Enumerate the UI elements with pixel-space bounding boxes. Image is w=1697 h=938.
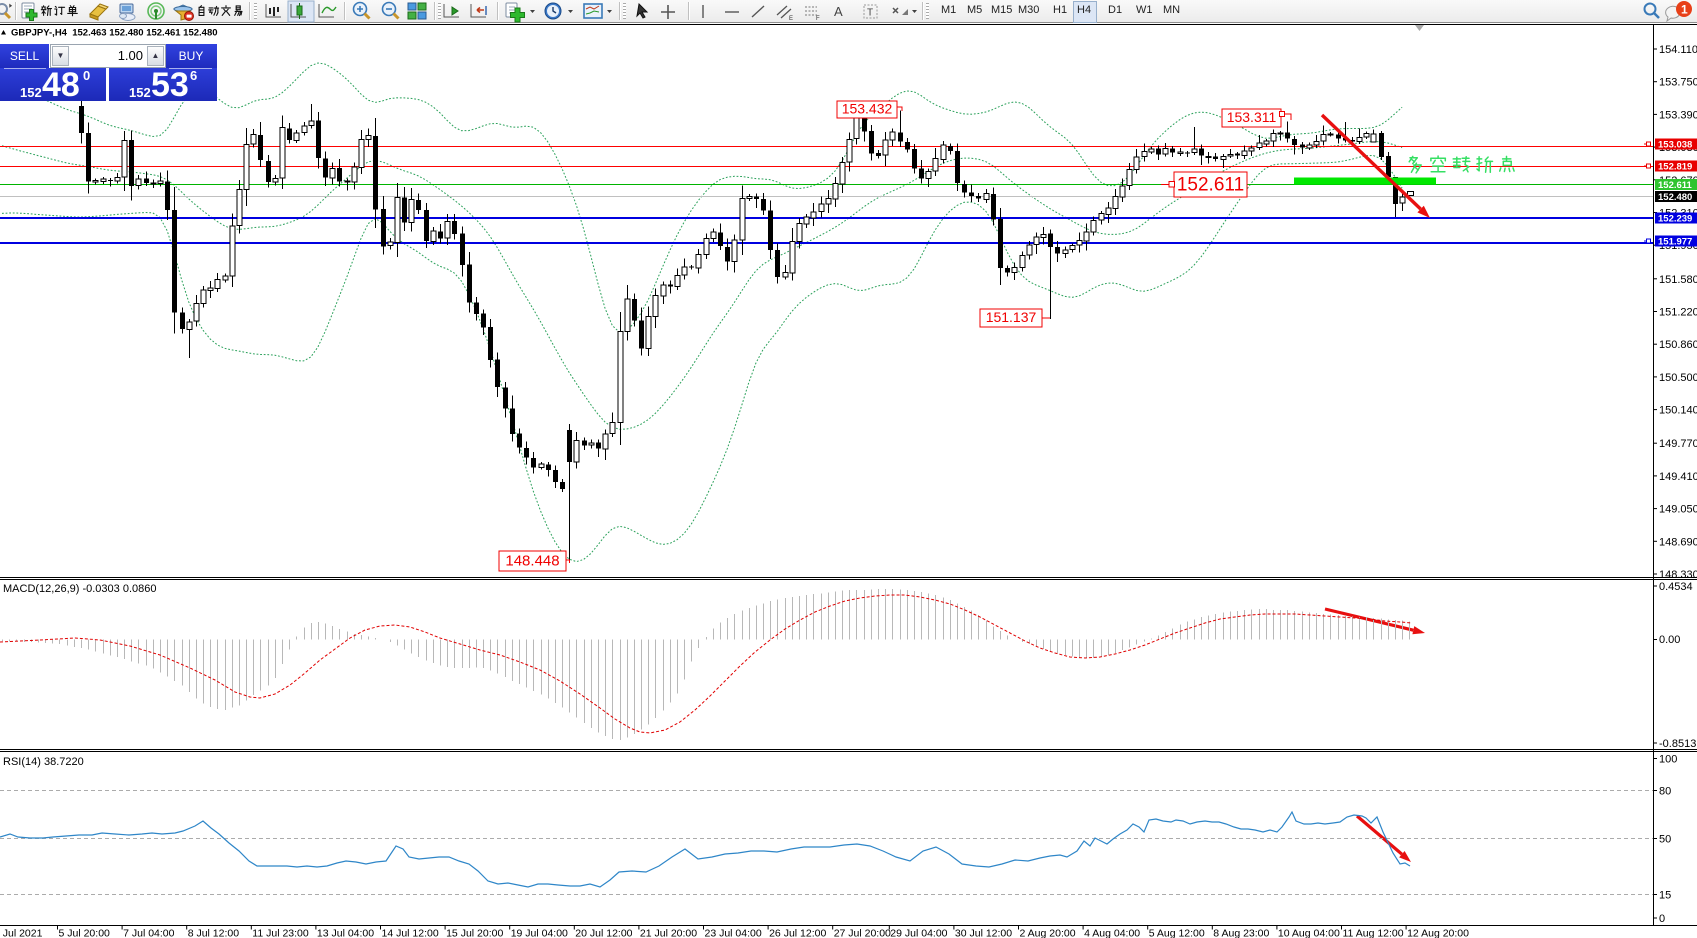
svg-text:8 Jul 12:00: 8 Jul 12:00	[188, 928, 240, 938]
svg-text:150.860: 150.860	[1659, 339, 1697, 351]
svg-text:0.00: 0.00	[1659, 634, 1680, 646]
svg-text:29 Jul 04:00: 29 Jul 04:00	[890, 928, 947, 938]
svg-text:151.137: 151.137	[986, 309, 1037, 325]
svg-text:RSI(14) 38.7220: RSI(14) 38.7220	[3, 756, 84, 768]
svg-text:-0.8513: -0.8513	[1659, 738, 1696, 750]
svg-text:149.050: 149.050	[1659, 504, 1697, 516]
svg-text:152.819: 152.819	[1658, 162, 1692, 173]
svg-text:153.311: 153.311	[1227, 109, 1277, 125]
svg-text:152.480: 152.480	[1658, 192, 1692, 203]
svg-text:26 Jul 12:00: 26 Jul 12:00	[769, 928, 826, 938]
svg-text:15 Jul 20:00: 15 Jul 20:00	[446, 928, 503, 938]
svg-text:5 Jul 20:00: 5 Jul 20:00	[59, 928, 111, 938]
svg-text:148.690: 148.690	[1659, 536, 1697, 548]
svg-text:80: 80	[1659, 786, 1671, 798]
svg-text:13 Jul 04:00: 13 Jul 04:00	[317, 928, 374, 938]
svg-text:0: 0	[1659, 913, 1665, 925]
svg-text:8 Aug 23:00: 8 Aug 23:00	[1213, 928, 1269, 938]
svg-text:10 Aug 04:00: 10 Aug 04:00	[1278, 928, 1340, 938]
svg-text:150.500: 150.500	[1659, 372, 1697, 384]
svg-text:0.4534: 0.4534	[1659, 581, 1693, 593]
svg-text:20 Jul 12:00: 20 Jul 12:00	[575, 928, 632, 938]
svg-text:2 Aug 20:00: 2 Aug 20:00	[1020, 928, 1076, 938]
svg-text:151.220: 151.220	[1659, 307, 1697, 319]
svg-text:148.448: 148.448	[505, 552, 559, 569]
svg-text:151.580: 151.580	[1659, 274, 1697, 286]
svg-text:154.110: 154.110	[1659, 44, 1697, 56]
svg-text:149.410: 149.410	[1659, 471, 1697, 483]
svg-text:7 Jul 04:00: 7 Jul 04:00	[123, 928, 175, 938]
svg-text:148.330: 148.330	[1659, 569, 1697, 581]
svg-text:E: E	[789, 16, 793, 22]
svg-text:152.611: 152.611	[1177, 174, 1244, 195]
svg-text:MACD(12,26,9) -0.0303 0.0860: MACD(12,26,9) -0.0303 0.0860	[3, 583, 156, 595]
svg-text:151.977: 151.977	[1658, 237, 1692, 248]
svg-text:T: T	[867, 8, 873, 19]
svg-text:15: 15	[1659, 890, 1671, 902]
svg-text:2 Jul 2021: 2 Jul 2021	[0, 928, 43, 938]
svg-text:153.750: 153.750	[1659, 77, 1697, 89]
svg-text:19 Jul 04:00: 19 Jul 04:00	[511, 928, 568, 938]
svg-text:27 Jul 20:00: 27 Jul 20:00	[834, 928, 891, 938]
svg-text:11 Jul 23:00: 11 Jul 23:00	[252, 928, 309, 938]
svg-text:21 Jul 20:00: 21 Jul 20:00	[640, 928, 697, 938]
svg-text:4 Aug 04:00: 4 Aug 04:00	[1084, 928, 1140, 938]
svg-text:50: 50	[1659, 834, 1671, 846]
svg-text:1: 1	[1681, 3, 1688, 17]
svg-text:GBPJPY-,H4 152.463 152.480 15: GBPJPY-,H4 152.463 152.480 152.461 152.4…	[11, 28, 218, 39]
svg-text:F: F	[816, 16, 820, 22]
svg-text:100: 100	[1659, 754, 1677, 766]
svg-text:153.432: 153.432	[842, 101, 893, 117]
svg-text:11 Aug 12:00: 11 Aug 12:00	[1343, 928, 1404, 938]
svg-text:A: A	[834, 4, 843, 19]
svg-text:12 Aug 20:00: 12 Aug 20:00	[1407, 928, 1469, 938]
svg-text:152.239: 152.239	[1658, 214, 1692, 225]
svg-text:30 Jul 12:00: 30 Jul 12:00	[955, 928, 1012, 938]
svg-text:150.140: 150.140	[1659, 405, 1697, 417]
svg-text:23 Jul 04:00: 23 Jul 04:00	[705, 928, 762, 938]
svg-text:149.770: 149.770	[1659, 438, 1697, 450]
svg-text:153.390: 153.390	[1659, 109, 1697, 121]
svg-text:152.611: 152.611	[1658, 180, 1693, 191]
svg-text:5 Aug 12:00: 5 Aug 12:00	[1149, 928, 1205, 938]
svg-text:14 Jul 12:00: 14 Jul 12:00	[382, 928, 439, 938]
svg-text:153.038: 153.038	[1658, 140, 1692, 151]
